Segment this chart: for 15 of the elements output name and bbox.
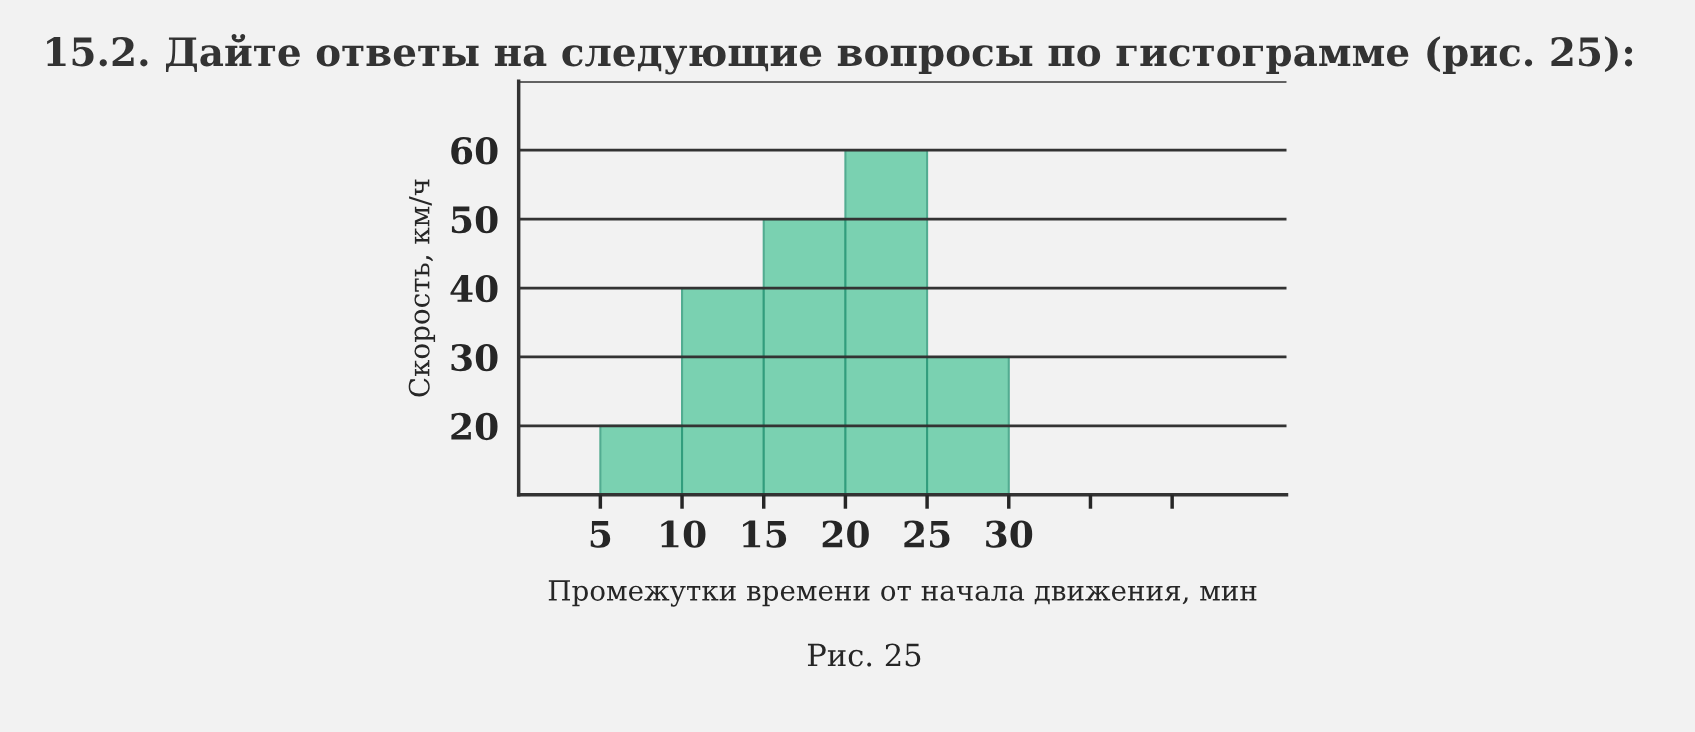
text: Рис. 25: [807, 643, 921, 667]
x-tick-label: 10: [661, 520, 706, 548]
y-axis-title: Скорость, км/ч: [408, 179, 436, 397]
y-tick-label: 60: [451, 137, 498, 165]
y-tick-label: 20: [451, 412, 498, 441]
x-tick-label: 20: [822, 520, 869, 548]
y-tick-label: 50: [451, 206, 498, 234]
chart-title: 15.2. Дайте ответы на следующие вопросы по гистограмме (рис. 25):: [47, 34, 1633, 75]
x-tick-label: 5: [590, 520, 611, 548]
x-tick-label: 25: [904, 520, 950, 548]
y-tick-label: 30: [451, 343, 498, 372]
x-tick-label: 15: [743, 520, 787, 548]
x-tick-label: 30: [986, 520, 1033, 548]
y-tick-label: 40: [450, 274, 498, 303]
x-axis-title: Промежутки времени от начала движения, мин: [548, 580, 1257, 607]
